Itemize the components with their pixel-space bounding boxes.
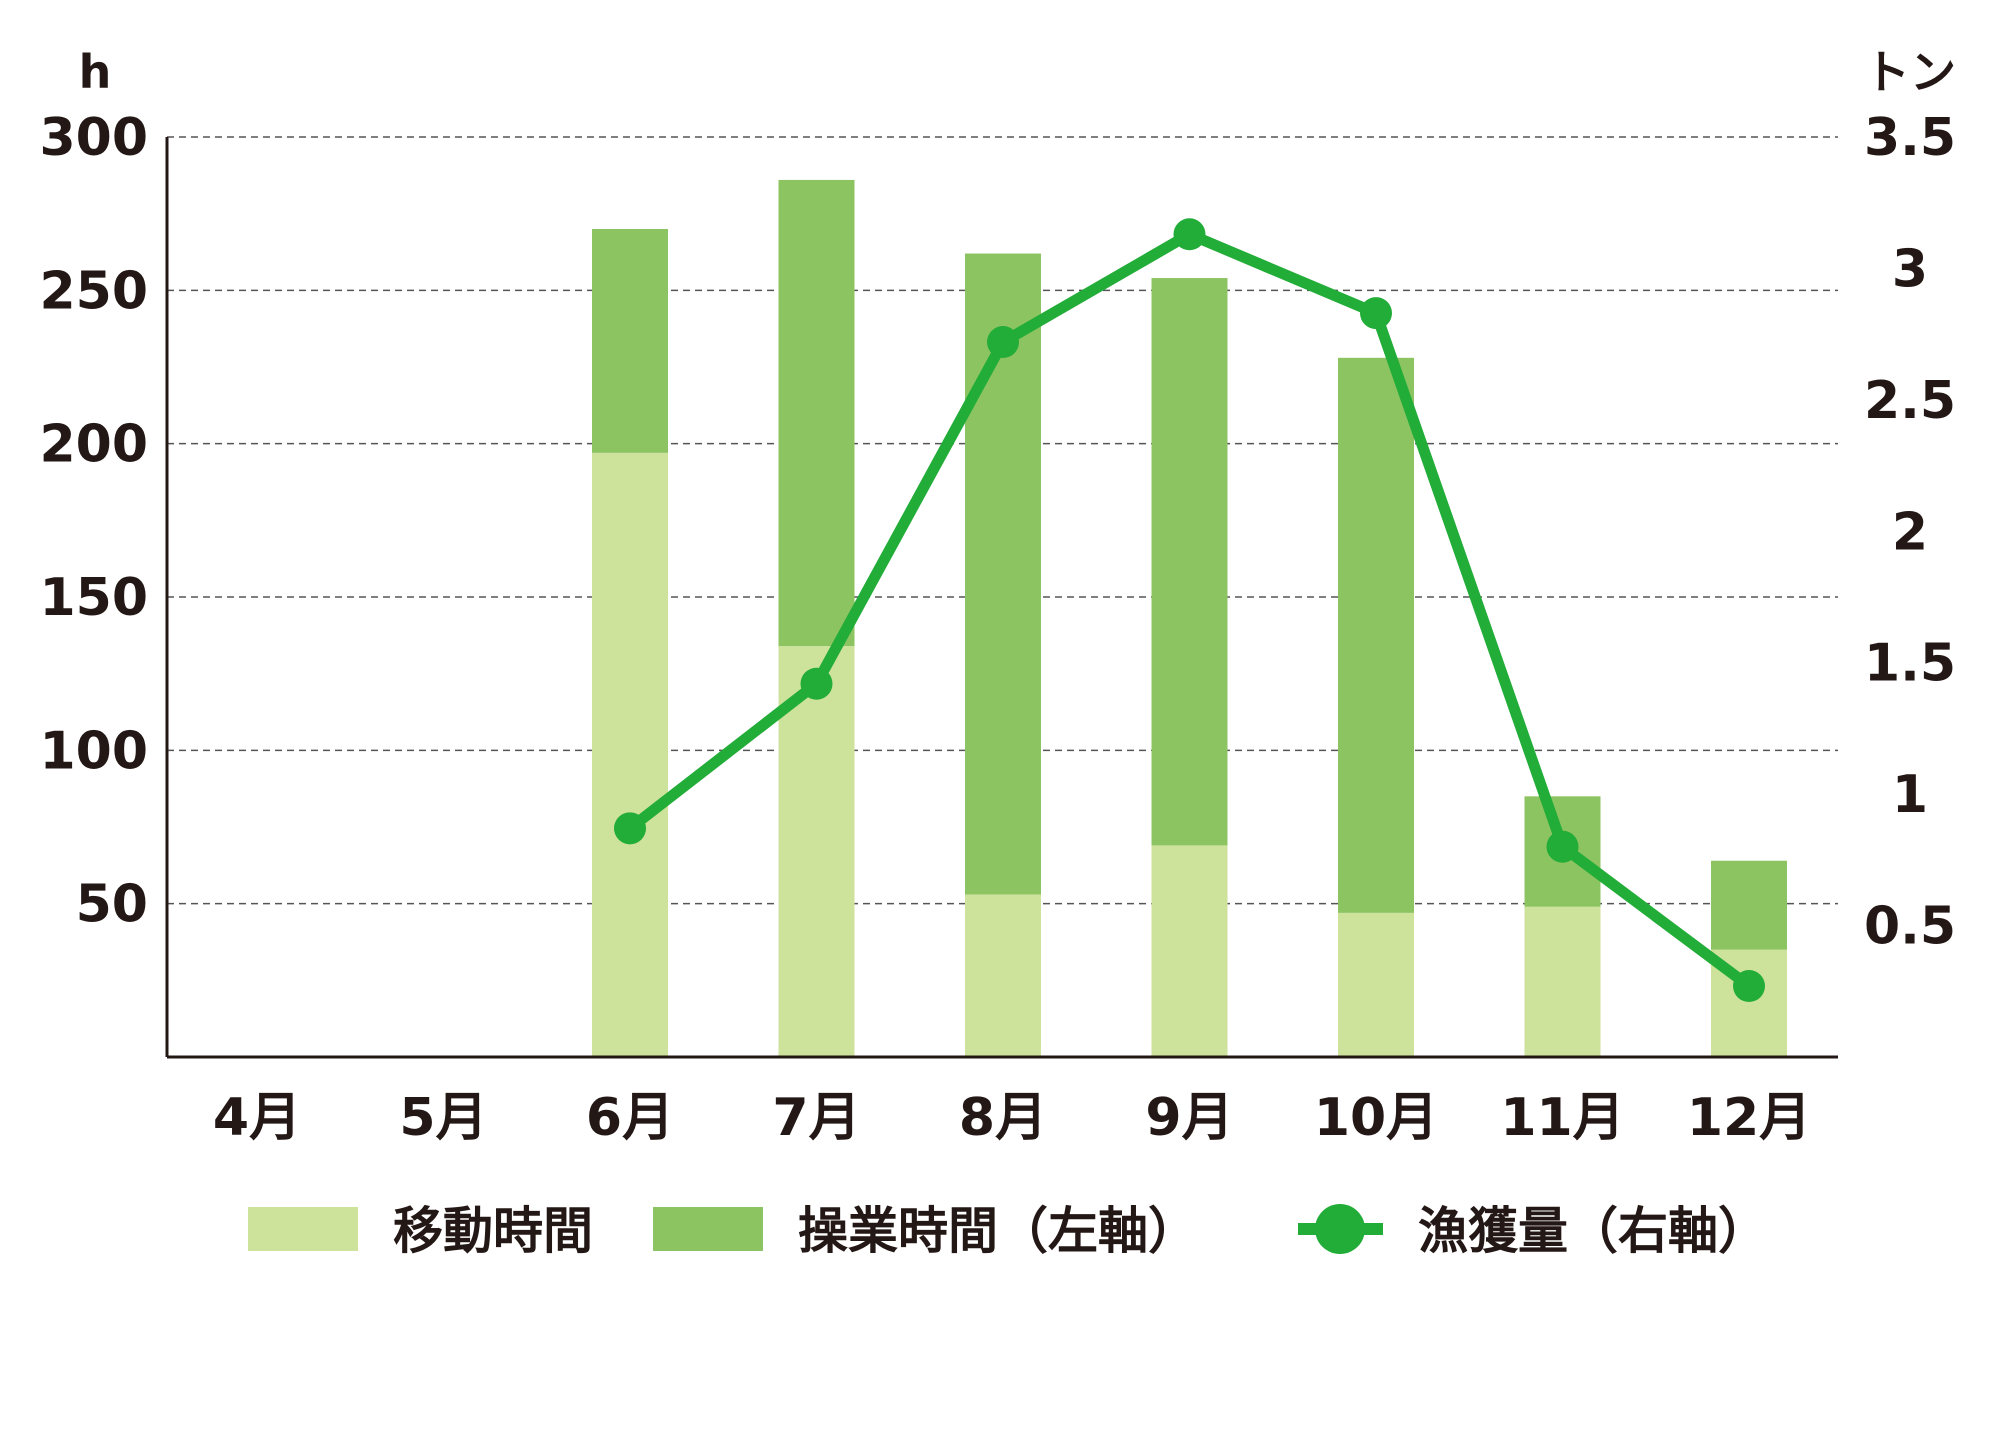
bar-travel: [1338, 912, 1414, 1057]
bar-travel: [778, 646, 855, 1057]
legend-swatch-catch-marker: [1315, 1204, 1365, 1254]
x-tick-label: 10月: [1314, 1088, 1438, 1148]
bar-fishing: [1711, 860, 1787, 950]
y-right-tick-label: 1.5: [1864, 634, 1956, 694]
bar-fishing: [1151, 278, 1228, 846]
legend-swatch-fishing: [653, 1207, 763, 1251]
legend: 移動時間 操業時間（左軸） 漁獲量（右軸）: [248, 1202, 1768, 1260]
y-left-unit: h: [79, 45, 112, 99]
catch-point: [1546, 830, 1579, 863]
x-tick-label: 9月: [1145, 1088, 1233, 1148]
y-right-tick-label: 2: [1892, 502, 1928, 562]
catch-point: [1360, 297, 1392, 330]
legend-label-travel: 移動時間: [393, 1202, 593, 1260]
y-right-tick-label: 2.5: [1864, 371, 1956, 431]
y-right-tick-label: 0.5: [1864, 897, 1956, 957]
x-tick-label: 12月: [1687, 1088, 1811, 1148]
tick-labels: h トン 50 100 150 200 250 300 0.5 1 1.5 2 2.5 3 3.5 4月 5…: [39, 45, 1956, 1148]
x-tick-label: 5月: [399, 1088, 487, 1148]
bar-fishing: [778, 179, 855, 647]
y-left-tick-label: 250: [39, 261, 148, 321]
x-tick-label: 6月: [586, 1088, 674, 1148]
bar-travel: [1151, 845, 1228, 1057]
bar-travel: [1524, 906, 1601, 1057]
y-right-tick-label: 3: [1892, 239, 1928, 299]
bar-fishing: [1338, 357, 1414, 913]
x-tick-label: 8月: [959, 1088, 1047, 1148]
bar-fishing: [965, 253, 1041, 895]
x-tick-label: 4月: [213, 1088, 301, 1148]
catch-line: [614, 218, 1765, 1003]
legend-label-fishing: 操業時間（左軸）: [798, 1202, 1198, 1260]
x-tick-label: 11月: [1500, 1088, 1624, 1148]
legend-swatch-travel: [248, 1207, 358, 1251]
y-left-tick-label: 150: [39, 568, 148, 628]
y-right-unit: トン: [1864, 45, 1956, 99]
y-right-tick-label: 3.5: [1864, 108, 1956, 168]
bars: [592, 179, 1787, 1057]
catch-point: [800, 667, 833, 700]
bar-travel: [592, 452, 668, 1057]
axes: [165, 137, 1838, 1059]
y-left-tick-label: 50: [76, 875, 148, 935]
catch-point: [1733, 970, 1765, 1003]
legend-label-catch: 漁獲量（右軸）: [1418, 1202, 1768, 1260]
catch-point: [987, 326, 1019, 359]
y-left-tick-label: 300: [39, 108, 148, 168]
y-left-tick-label: 200: [39, 415, 148, 475]
y-right-tick-label: 1: [1892, 765, 1928, 825]
x-tick-label: 7月: [772, 1088, 860, 1148]
bar-travel: [965, 894, 1041, 1057]
bar-fishing: [592, 229, 668, 453]
catch-point: [1173, 218, 1206, 251]
catch-point: [614, 812, 646, 845]
y-left-tick-label: 100: [39, 721, 148, 781]
